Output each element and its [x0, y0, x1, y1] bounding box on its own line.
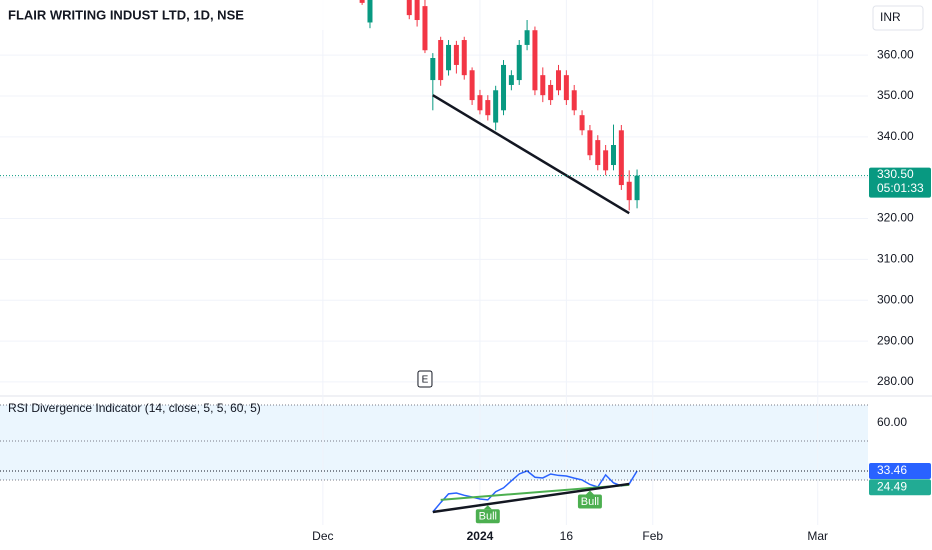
candle-body: [595, 140, 601, 166]
candle-body: [367, 0, 373, 23]
candle-body: [477, 95, 483, 111]
candle-body: [563, 75, 569, 101]
candle-body: [540, 75, 546, 96]
x-tick-label: Feb: [642, 529, 663, 543]
candle-body: [603, 150, 609, 171]
candle-body: [618, 130, 624, 186]
candle-body: [430, 58, 436, 81]
y-tick-label: 360.00: [877, 47, 914, 61]
rsi-badge-label: 24.49: [877, 479, 907, 493]
candle-body: [359, 0, 365, 3]
signal-box: [577, 494, 602, 509]
candle-body: [446, 44, 452, 71]
y-tick-label: 290.00: [877, 333, 914, 347]
y-tick-label: 280.00: [877, 374, 914, 388]
title-backdrop: [0, 0, 340, 30]
candle-body: [508, 75, 514, 85]
candle-body: [548, 84, 554, 101]
countdown: 05:01:33: [877, 181, 924, 195]
y-tick-label: 310.00: [877, 252, 914, 266]
currency[interactable]: INR: [880, 10, 901, 24]
candle-body: [422, 6, 428, 51]
y-tick-label: 340.00: [877, 129, 914, 143]
event-label: E: [422, 375, 429, 386]
signal-pointer: [483, 505, 492, 510]
rsi-trend-line: [432, 482, 630, 514]
y-tick-label: 300.00: [877, 292, 914, 306]
candle-body: [469, 70, 475, 101]
x-tick-label: Dec: [312, 529, 333, 543]
candle-body: [438, 40, 444, 81]
candle-body: [556, 70, 562, 91]
indicator-title: RSI Divergence Indicator (14, close, 5, …: [8, 401, 261, 415]
signal-label: Bull: [479, 511, 497, 523]
candle-body: [626, 181, 632, 201]
candle-body: [501, 64, 507, 111]
candle-body: [579, 115, 585, 131]
event-marker: [417, 370, 433, 388]
candle-body: [587, 130, 593, 156]
candle-body: [406, 0, 412, 16]
rsi-tick-label: 60.00: [877, 415, 907, 429]
x-tick-label: 2024: [467, 529, 494, 543]
rsi-line: [432, 470, 638, 513]
y-tick-label: 320.00: [877, 211, 914, 225]
candle-body: [493, 90, 499, 123]
candle-body: [571, 90, 577, 111]
rsi-badge: [869, 479, 931, 496]
currency-box[interactable]: [872, 5, 924, 31]
rsi-badge-label: 33.46: [877, 463, 907, 477]
signal-box: [475, 509, 500, 524]
price-badge-label: 330.50: [877, 167, 914, 181]
candle-body: [634, 175, 640, 201]
candle-body: [453, 44, 459, 65]
candle-body: [516, 44, 522, 81]
signal-pointer: [585, 490, 594, 495]
x-tick-label: Mar: [807, 529, 828, 543]
candle-body: [485, 100, 491, 116]
candle-body: [532, 30, 538, 91]
signal-label: Bull: [581, 496, 599, 508]
rsi-badge: [869, 462, 931, 479]
trend-line: [432, 94, 630, 215]
candle-body: [610, 145, 616, 166]
candle-body: [461, 40, 467, 76]
x-tick-label: 16: [560, 529, 574, 543]
price-badge: [869, 167, 931, 198]
y-tick-label: 350.00: [877, 88, 914, 102]
candle-body: [414, 0, 420, 21]
chart-title: FLAIR WRITING INDUST LTD, 1D, NSE: [8, 7, 244, 22]
rsi-band: [0, 405, 868, 480]
candle-body: [524, 30, 530, 45]
